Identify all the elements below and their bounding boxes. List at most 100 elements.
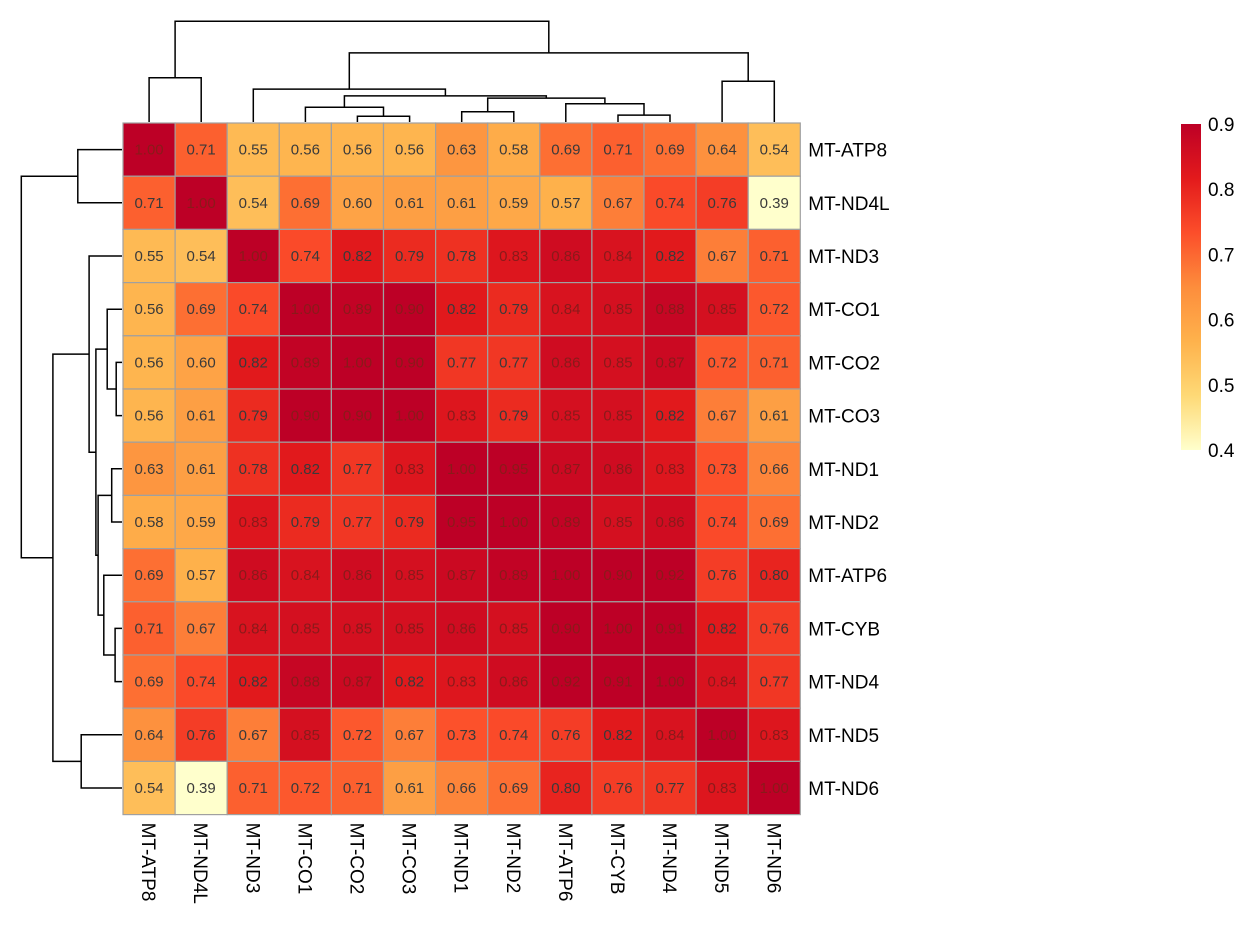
cell-value-label: 0.71: [760, 354, 789, 371]
heatmap-cell-mt-nd2-mt-nd6: [747, 494, 801, 550]
heatmap-cell-mt-nd6-mt-nd6: [747, 760, 801, 816]
cell-value-label: 0.73: [708, 461, 737, 478]
cell-value-label: 0.85: [291, 620, 320, 637]
heatmap-cell-mt-nd4-mt-nd5: [695, 654, 749, 709]
cell-value-label: 0.89: [499, 567, 528, 584]
cell-value-label: 0.69: [134, 674, 163, 691]
cell-value-label: 0.84: [551, 301, 580, 318]
cell-value-label: 0.83: [239, 514, 268, 531]
heatmap-cell-mt-nd6-mt-nd4: [643, 760, 697, 816]
column-dendrogram: [148, 20, 776, 122]
cell-value-label: 0.86: [343, 567, 372, 584]
cell-value-label: 0.85: [395, 620, 424, 637]
cell-value-label: 0.77: [760, 674, 789, 691]
cell-value-label: 0.71: [134, 620, 163, 637]
cell-value-label: 0.88: [655, 301, 684, 318]
heatmap-cell-mt-nd6-mt-nd3: [226, 760, 280, 816]
cell-value-label: 0.82: [239, 354, 268, 371]
cell-value-label: 1.00: [343, 354, 372, 371]
column-label-mt-nd4: MT-ND4: [658, 823, 679, 894]
row-label-mt-nd2: MT-ND2: [808, 513, 879, 534]
cell-value-label: 0.86: [551, 354, 580, 371]
heatmap-cell-mt-atp8-mt-nd3: [226, 122, 280, 177]
cell-value-label: 1.00: [603, 620, 632, 637]
row-dendrogram: [20, 148, 122, 789]
cell-value-label: 0.85: [603, 408, 632, 425]
cell-value-label: 0.85: [708, 301, 737, 318]
cell-value-label: 0.87: [551, 461, 580, 478]
heatmap-cell-mt-co3-mt-cyb: [591, 388, 645, 443]
cell-value-label: 0.86: [239, 567, 268, 584]
cell-value-label: 0.54: [239, 195, 268, 212]
cell-value-label: 0.82: [395, 674, 424, 691]
row-dendrogram-branch: [77, 148, 122, 204]
column-label-mt-nd3: MT-ND3: [241, 823, 262, 894]
cell-value-label: 1.00: [291, 301, 320, 318]
cell-value-label: 0.67: [239, 727, 268, 744]
cell-value-label: 0.57: [551, 195, 580, 212]
heatmap-cell-mt-co3-mt-co3: [382, 388, 437, 443]
heatmap-cell-mt-nd3-mt-atp6: [539, 228, 593, 284]
cell-value-label: 0.59: [187, 514, 216, 531]
heatmap-cell-mt-nd2-mt-nd1: [435, 494, 489, 550]
cell-value-label: 0.67: [603, 195, 632, 212]
heatmap-cell-mt-co3-mt-atp8: [122, 388, 176, 443]
cell-value-label: 0.83: [708, 780, 737, 797]
row-label-mt-co2: MT-CO2: [808, 353, 880, 374]
row-label-mt-nd1: MT-ND1: [808, 460, 879, 481]
cell-value-label: 0.89: [291, 354, 320, 371]
cell-value-label: 0.71: [134, 195, 163, 212]
cell-value-label: 0.74: [187, 674, 216, 691]
cell-value-label: 0.90: [291, 408, 320, 425]
cell-value-label: 0.87: [343, 674, 372, 691]
cell-value-label: 0.83: [499, 248, 528, 265]
cell-value-label: 0.56: [134, 408, 163, 425]
heatmap-cell-mt-nd4l-mt-nd6: [747, 175, 801, 230]
cell-value-label: 1.00: [551, 567, 580, 584]
cell-value-label: 0.77: [447, 354, 476, 371]
cell-value-label: 0.90: [395, 301, 424, 318]
cell-value-label: 1.00: [760, 780, 789, 797]
cell-value-label: 0.55: [134, 248, 163, 265]
row-label-mt-atp6: MT-ATP6: [808, 566, 887, 587]
cell-value-label: 0.76: [187, 727, 216, 744]
legend-tick-label: 0.8: [1208, 180, 1234, 201]
heatmap-cell-mt-nd4l-mt-nd4l: [174, 175, 228, 230]
cell-value-label: 0.67: [395, 727, 424, 744]
heatmap-cell-mt-co1-mt-co2: [330, 282, 385, 337]
cell-value-label: 0.39: [760, 195, 789, 212]
heatmap-cell-mt-nd6-mt-nd1: [435, 760, 489, 816]
cell-value-label: 0.66: [447, 780, 476, 797]
cell-value-label: 0.71: [603, 142, 632, 159]
heatmap-cell-mt-co2-mt-co1: [278, 335, 332, 390]
cell-value-label: 0.83: [447, 674, 476, 691]
cell-value-label: 0.58: [134, 514, 163, 531]
row-dendrogram-branch: [80, 734, 122, 789]
heatmap-cell-mt-co3-mt-co1: [278, 388, 332, 443]
cell-value-label: 0.54: [760, 142, 789, 159]
column-dendrogram-branch: [252, 88, 447, 122]
heatmap-cell-mt-nd3-mt-cyb: [591, 228, 645, 284]
heatmap-cell-mt-co2-mt-atp6: [539, 335, 593, 390]
heatmap-cell-mt-atp6-mt-co1: [278, 547, 332, 603]
cell-value-label: 0.85: [603, 514, 632, 531]
cell-value-label: 0.64: [708, 142, 737, 159]
heatmap-cell-mt-nd4-mt-nd2: [487, 654, 541, 709]
heatmap-cell-mt-nd4l-mt-cyb: [591, 175, 645, 230]
cell-value-label: 0.86: [447, 620, 476, 637]
heatmap-cell-mt-atp6-mt-nd5: [695, 547, 749, 603]
cell-value-label: 0.95: [447, 514, 476, 531]
cell-value-label: 0.90: [395, 354, 424, 371]
heatmap-cell-mt-cyb-mt-co2: [330, 601, 385, 656]
cell-value-label: 0.67: [708, 408, 737, 425]
cell-value-label: 0.79: [395, 514, 424, 531]
heatmap-cell-mt-nd5-mt-nd4: [643, 707, 697, 763]
cell-value-label: 0.78: [447, 248, 476, 265]
heatmap-cell-mt-co1-mt-nd3: [226, 282, 280, 337]
cell-value-label: 0.79: [239, 408, 268, 425]
legend-color-bar: [1181, 124, 1201, 450]
cell-value-label: 0.76: [760, 620, 789, 637]
cell-value-label: 0.56: [343, 142, 372, 159]
cell-value-label: 0.89: [551, 514, 580, 531]
cell-value-label: 0.82: [655, 248, 684, 265]
